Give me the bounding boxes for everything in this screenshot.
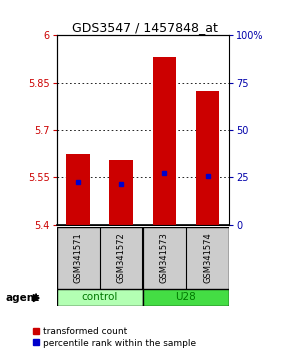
Text: agent: agent — [6, 293, 40, 303]
Text: GSM341573: GSM341573 — [160, 232, 169, 283]
Text: U28: U28 — [175, 292, 196, 302]
Bar — [143, 289, 229, 306]
Text: control: control — [81, 292, 118, 302]
Text: GSM341574: GSM341574 — [203, 232, 212, 283]
Legend: transformed count, percentile rank within the sample: transformed count, percentile rank withi… — [34, 327, 196, 348]
Text: GSM341572: GSM341572 — [117, 232, 126, 283]
Bar — [109, 160, 133, 225]
Bar — [57, 289, 143, 306]
Bar — [66, 154, 90, 225]
Text: GSM341571: GSM341571 — [74, 232, 83, 283]
Bar — [196, 91, 220, 225]
Bar — [153, 57, 176, 225]
Text: GDS3547 / 1457848_at: GDS3547 / 1457848_at — [72, 21, 218, 34]
Polygon shape — [33, 295, 39, 302]
